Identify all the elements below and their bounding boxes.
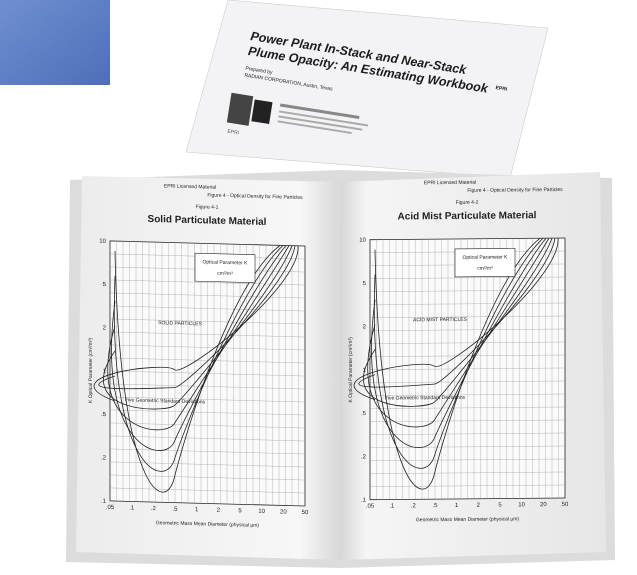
y-tick-label: 10 [359, 238, 366, 244]
x-tick-label: 10 [518, 502, 525, 508]
legend-units: cm²/m³ [477, 266, 493, 272]
chart-label: SOLID PARTICLES [158, 320, 202, 327]
photo: Power Plant In-Stack and Near-Stack Plum… [0, 0, 637, 575]
blue-block [0, 0, 110, 85]
y-tick-label: .2 [101, 455, 107, 461]
figure-title: Acid Mist Particulate Material [398, 210, 537, 222]
y-tick-label: .5 [361, 411, 367, 417]
page-header: EPRI Licensed Material [424, 180, 476, 186]
y-tick-label: .1 [361, 498, 367, 504]
y-axis-label: K Optical Parameter (cm²/m³) [348, 337, 354, 403]
running-title: Figure 4 - Optical Density for Fine Part… [467, 187, 563, 194]
figure-number: Figure 4-1 [196, 204, 219, 211]
x-tick-label: .05 [106, 505, 115, 511]
x-tick-label: .2 [151, 506, 157, 512]
x-axis-label: Geometric Mass Mean Diameter (physical µ… [416, 516, 520, 523]
y-axis-label: K Optical Parameter (cm²/m³) [88, 337, 94, 403]
annotation: Five Geometric Standard Deviations [385, 395, 466, 402]
x-tick-label: .5 [432, 503, 438, 509]
cover: Power Plant In-Stack and Near-Stack Plum… [186, 0, 548, 178]
legend-box [455, 248, 515, 277]
x-tick-label: .05 [366, 504, 375, 510]
figure-number: Figure 4-2 [456, 200, 479, 206]
chart-label: ACID MIST PARTICLES [413, 317, 468, 323]
x-tick-label: 20 [540, 502, 547, 508]
x-tick-label: 10 [258, 509, 265, 515]
legend-units: cm²/m³ [217, 271, 233, 277]
y-tick-label: 10 [99, 239, 106, 245]
legend-box [195, 253, 255, 283]
x-tick-label: .1 [389, 503, 395, 509]
x-tick-label: .1 [129, 505, 135, 511]
x-tick-label: .5 [172, 507, 178, 513]
x-tick-label: 50 [562, 502, 569, 508]
x-tick-label: 20 [280, 509, 287, 515]
legend-title: Optical Parameter K [202, 259, 248, 266]
y-tick-label: .5 [101, 412, 107, 418]
legend-title: Optical Parameter K [462, 254, 508, 260]
y-tick-label: .1 [101, 499, 107, 505]
x-tick-label: .2 [411, 503, 417, 509]
y-tick-label: .2 [361, 454, 367, 460]
x-tick-label: 50 [302, 510, 309, 516]
